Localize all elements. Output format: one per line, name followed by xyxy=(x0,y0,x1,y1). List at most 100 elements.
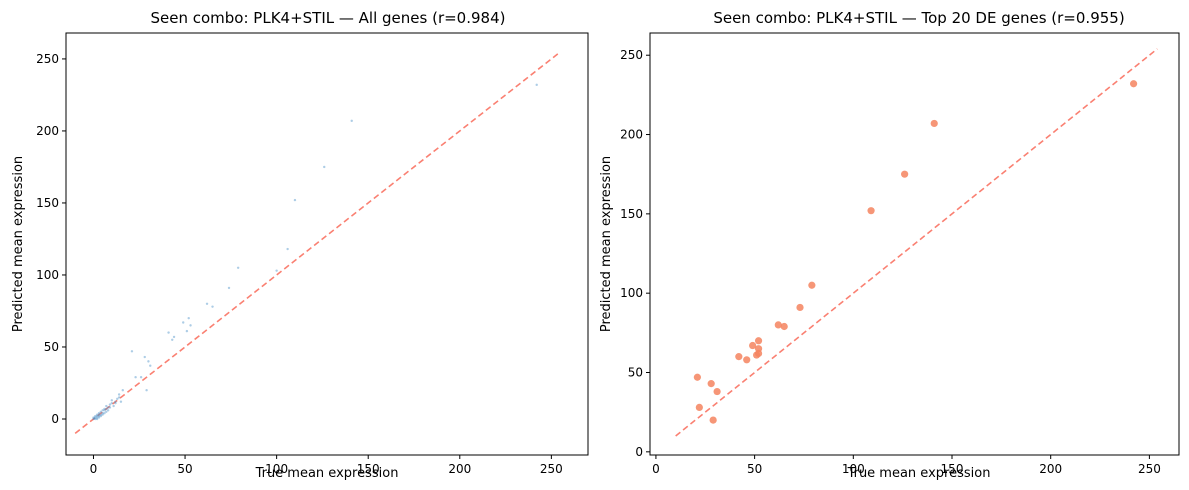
data-point xyxy=(211,305,214,308)
data-point xyxy=(134,376,137,379)
data-point xyxy=(106,409,110,412)
data-point xyxy=(97,413,101,416)
y-tick-label: 150 xyxy=(36,196,59,210)
data-point xyxy=(105,404,108,408)
data-point xyxy=(105,407,108,411)
data-point xyxy=(275,269,278,272)
data-point xyxy=(114,400,117,403)
axes-frame xyxy=(649,32,1180,456)
data-point xyxy=(286,247,289,251)
data-point xyxy=(99,410,103,413)
y-axis-label: Predicted mean expression xyxy=(11,156,26,332)
x-tick-label: 250 xyxy=(540,462,563,476)
data-point xyxy=(693,373,701,381)
data-point xyxy=(105,410,108,413)
data-point xyxy=(735,353,743,361)
data-point xyxy=(112,404,115,408)
data-point xyxy=(147,360,150,363)
data-point xyxy=(749,341,757,350)
data-point xyxy=(867,207,875,215)
data-point xyxy=(121,388,124,392)
y-tick-label: 0 xyxy=(51,412,59,426)
data-point xyxy=(93,417,96,420)
data-point xyxy=(743,356,751,364)
data-point xyxy=(752,351,761,359)
identity-line xyxy=(74,51,562,435)
data-point xyxy=(185,329,189,333)
data-point xyxy=(139,376,143,379)
x-tick-label: 50 xyxy=(747,462,762,476)
data-point xyxy=(535,83,538,87)
plot-area: 0 50 100 150 200 250 0 50 100 150 200 250 xyxy=(620,48,1161,476)
data-point xyxy=(350,119,353,123)
y-axis-label: Predicted mean expression xyxy=(599,156,614,332)
data-point xyxy=(149,364,152,367)
data-point xyxy=(172,335,176,339)
data-point xyxy=(167,331,170,334)
data-point xyxy=(94,416,97,419)
data-point xyxy=(99,413,103,416)
data-point xyxy=(108,403,112,406)
data-point xyxy=(101,409,104,412)
y-tick-label: 50 xyxy=(44,340,59,354)
y-tick-label: 150 xyxy=(620,207,643,221)
data-point xyxy=(101,412,104,415)
y-tick-label: 200 xyxy=(620,128,643,142)
data-point xyxy=(780,322,788,331)
panel-top-de-genes: Seen combo: PLK4+STIL — Top 20 DE genes … xyxy=(599,9,1180,481)
data-point xyxy=(94,417,97,421)
y-tick-label: 200 xyxy=(36,124,59,138)
x-axis-label: True mean expression xyxy=(847,466,991,481)
data-point xyxy=(108,406,112,409)
data-point xyxy=(101,413,104,416)
data-point xyxy=(97,414,101,418)
data-point xyxy=(171,338,174,341)
x-tick-label: 200 xyxy=(1039,462,1062,476)
data-point xyxy=(130,350,134,353)
x-tick-label: 250 xyxy=(1138,462,1161,476)
axes-frame xyxy=(65,32,589,456)
x-tick-label: 100 xyxy=(842,462,865,476)
data-point xyxy=(143,355,146,359)
x-tick-label: 100 xyxy=(265,462,288,476)
x-axis-label: True mean expression xyxy=(255,466,399,481)
data-point xyxy=(95,414,99,418)
data-point xyxy=(145,388,148,392)
data-point xyxy=(99,414,103,418)
data-point xyxy=(119,400,123,403)
data-point xyxy=(97,416,101,419)
data-point xyxy=(95,417,99,421)
data-point xyxy=(796,303,804,312)
data-point xyxy=(97,412,101,415)
x-tick-label: 200 xyxy=(448,462,471,476)
data-point xyxy=(713,387,721,396)
data-point xyxy=(103,409,106,412)
identity-line xyxy=(675,48,1158,437)
data-point xyxy=(117,396,121,399)
data-point xyxy=(236,266,240,269)
data-point xyxy=(117,393,121,396)
data-point xyxy=(227,286,231,290)
data-point xyxy=(114,401,117,405)
plot-area: 0 50 100 150 200 250 0 50 100 150 200 250 xyxy=(36,51,563,476)
data-point xyxy=(709,416,717,424)
data-point xyxy=(930,119,938,128)
data-point xyxy=(95,413,99,416)
data-point xyxy=(695,403,703,412)
data-point xyxy=(323,165,326,169)
y-tick-label: 100 xyxy=(620,286,643,300)
data-point xyxy=(754,337,763,345)
chart-title: Seen combo: PLK4+STIL — Top 20 DE genes … xyxy=(713,9,1124,27)
data-point xyxy=(1130,80,1138,88)
y-tick-label: 100 xyxy=(36,268,59,282)
data-point xyxy=(95,416,99,419)
x-tick-label: 150 xyxy=(357,462,380,476)
data-point xyxy=(205,302,209,305)
data-point xyxy=(110,401,113,405)
data-point xyxy=(182,321,185,324)
data-point xyxy=(106,406,110,409)
data-point xyxy=(293,198,297,202)
data-point xyxy=(92,417,95,421)
x-tick-label: 0 xyxy=(652,462,660,476)
